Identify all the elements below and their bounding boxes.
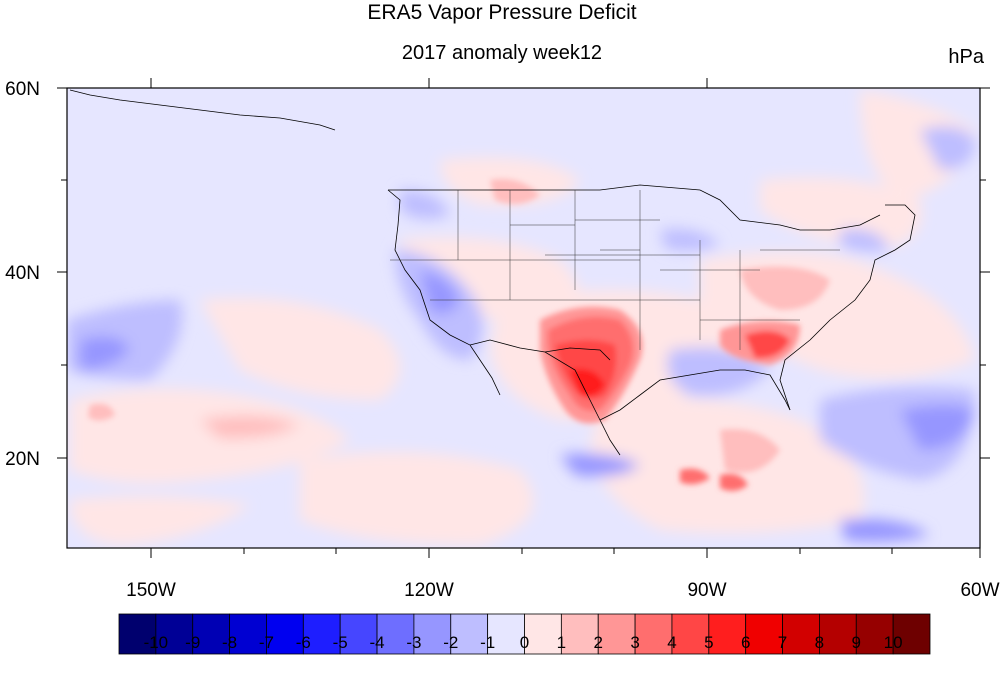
colorbar-box: [782, 613, 820, 655]
colorbar-tick-label: 10: [883, 633, 903, 652]
colorbar-tick-label: -2: [443, 633, 459, 652]
colorbar-tick-label: 4: [667, 633, 677, 652]
colorbar-box: [671, 613, 710, 655]
state-borders: [390, 190, 840, 350]
minor-tick-marks: [61, 179, 986, 554]
colorbar-box: [302, 613, 341, 655]
colorbar-tick-label: -4: [369, 633, 385, 652]
colorbar-tick-label: -7: [258, 633, 275, 652]
colorbar-tick-label: -6: [295, 633, 311, 652]
colorbar-tick-label: -9: [185, 633, 201, 652]
colorbar-box: [266, 613, 304, 655]
colorbar-tick-label: -1: [480, 633, 496, 652]
colorbar-tick-label: -3: [406, 633, 422, 652]
colorbar-tick-label: 2: [593, 633, 603, 652]
colorbar-tick-label: 6: [740, 633, 751, 652]
units-label: hPa: [948, 46, 984, 68]
colorbar-tick-label: -8: [222, 633, 238, 652]
colorbar-box: [597, 613, 636, 655]
map-subtitle: 2017 anomaly week12: [401, 42, 603, 64]
colorbar-box: [339, 613, 378, 655]
colorbar-box: [413, 613, 452, 655]
colorbar-tick-label: 7: [777, 633, 788, 652]
coastlines: [69, 89, 916, 456]
colorbar-box: [118, 613, 157, 655]
lon-label-150w: 150W: [126, 580, 176, 601]
colorbar-tick-label: -10: [143, 633, 169, 652]
colorbar-tick-label: 5: [704, 633, 714, 652]
plot-frame: [66, 87, 981, 549]
lat-label-40n: 40N: [5, 263, 40, 284]
lon-label-120w: 120W: [404, 580, 454, 601]
colorbar-box: [708, 613, 747, 655]
colorbar-box: [487, 613, 525, 655]
colorbar-box: [855, 613, 894, 655]
colorbar-tick-label: -5: [332, 633, 348, 652]
colorbar-tick-label: 9: [851, 633, 861, 652]
colorbar-tick-label: 1: [556, 633, 567, 652]
colorbar-box: [450, 613, 489, 655]
colorbar-tick-label: 3: [630, 633, 640, 652]
lon-label-60w: 60W: [960, 580, 999, 601]
colorbar-box: [892, 613, 931, 655]
lat-label-60n: 60N: [5, 79, 40, 100]
colorbar-box: [819, 613, 857, 655]
colorbar-box: [745, 613, 783, 655]
colorbar-box: [560, 613, 599, 655]
colorbar-box: [192, 613, 230, 655]
colorbar-box: [376, 613, 415, 655]
colorbar-tick-label: 0: [519, 633, 530, 652]
map-title: ERA5 Vapor Pressure Deficit: [367, 1, 637, 24]
colorbar-box: [229, 613, 267, 655]
anomaly-field: [67, 88, 980, 548]
tick-marks: [57, 78, 990, 558]
colorbar-tick-label: 8: [814, 633, 825, 652]
lat-label-20n: 20N: [5, 449, 40, 470]
colorbar: [118, 613, 931, 655]
lon-label-90w: 90W: [687, 580, 726, 601]
